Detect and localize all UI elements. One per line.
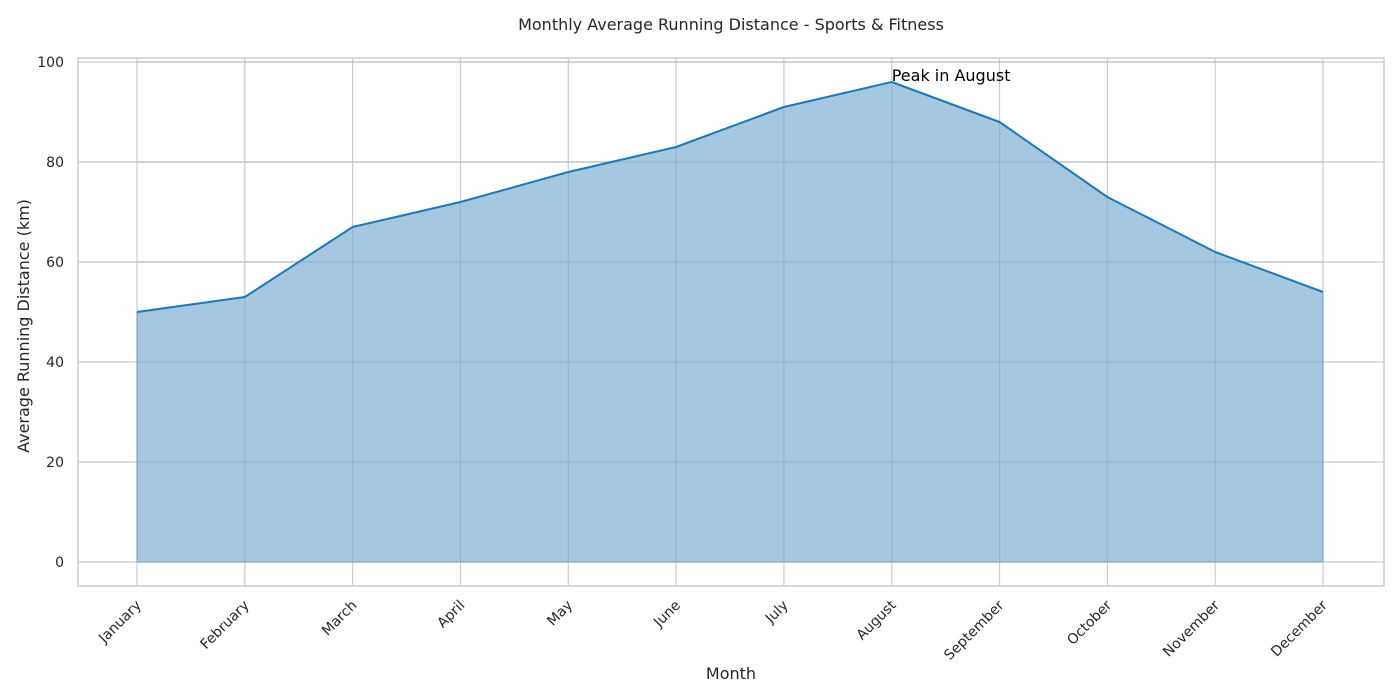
x-tick-label: April xyxy=(434,598,468,632)
area-fill xyxy=(136,81,1324,563)
x-tick-label: August xyxy=(854,597,900,643)
y-axis-title: Average Running Distance (km) xyxy=(14,199,33,453)
x-tick-label: March xyxy=(319,598,360,639)
grid-lines-over-area xyxy=(136,61,1324,563)
x-tick-label: June xyxy=(650,598,684,632)
y-tick-label: 0 xyxy=(55,555,64,571)
y-tick-labels: 0 20 40 60 80 100 xyxy=(37,55,64,571)
y-tick-label: 20 xyxy=(46,455,64,471)
chart-title: Monthly Average Running Distance - Sport… xyxy=(518,15,944,34)
x-tick-label: July xyxy=(762,598,792,628)
x-tick-label: November xyxy=(1160,597,1223,660)
x-tick-label: October xyxy=(1064,597,1115,648)
x-tick-label: May xyxy=(544,598,576,630)
x-tick-label: September xyxy=(941,597,1007,663)
x-tick-labels: January February March April May June July Augu… xyxy=(95,597,1331,663)
y-tick-label: 40 xyxy=(46,355,64,371)
y-tick-label: 100 xyxy=(37,55,64,71)
plot-frame xyxy=(77,57,1385,587)
x-tick-label: December xyxy=(1268,597,1331,660)
series-line xyxy=(136,81,1324,313)
x-tick-label: January xyxy=(95,598,145,648)
x-tick-label: February xyxy=(197,598,252,653)
y-tick-label: 80 xyxy=(46,155,64,171)
peak-annotation: Peak in August xyxy=(892,66,1011,85)
x-axis-title: Month xyxy=(706,664,756,683)
y-tick-label: 60 xyxy=(46,255,64,271)
